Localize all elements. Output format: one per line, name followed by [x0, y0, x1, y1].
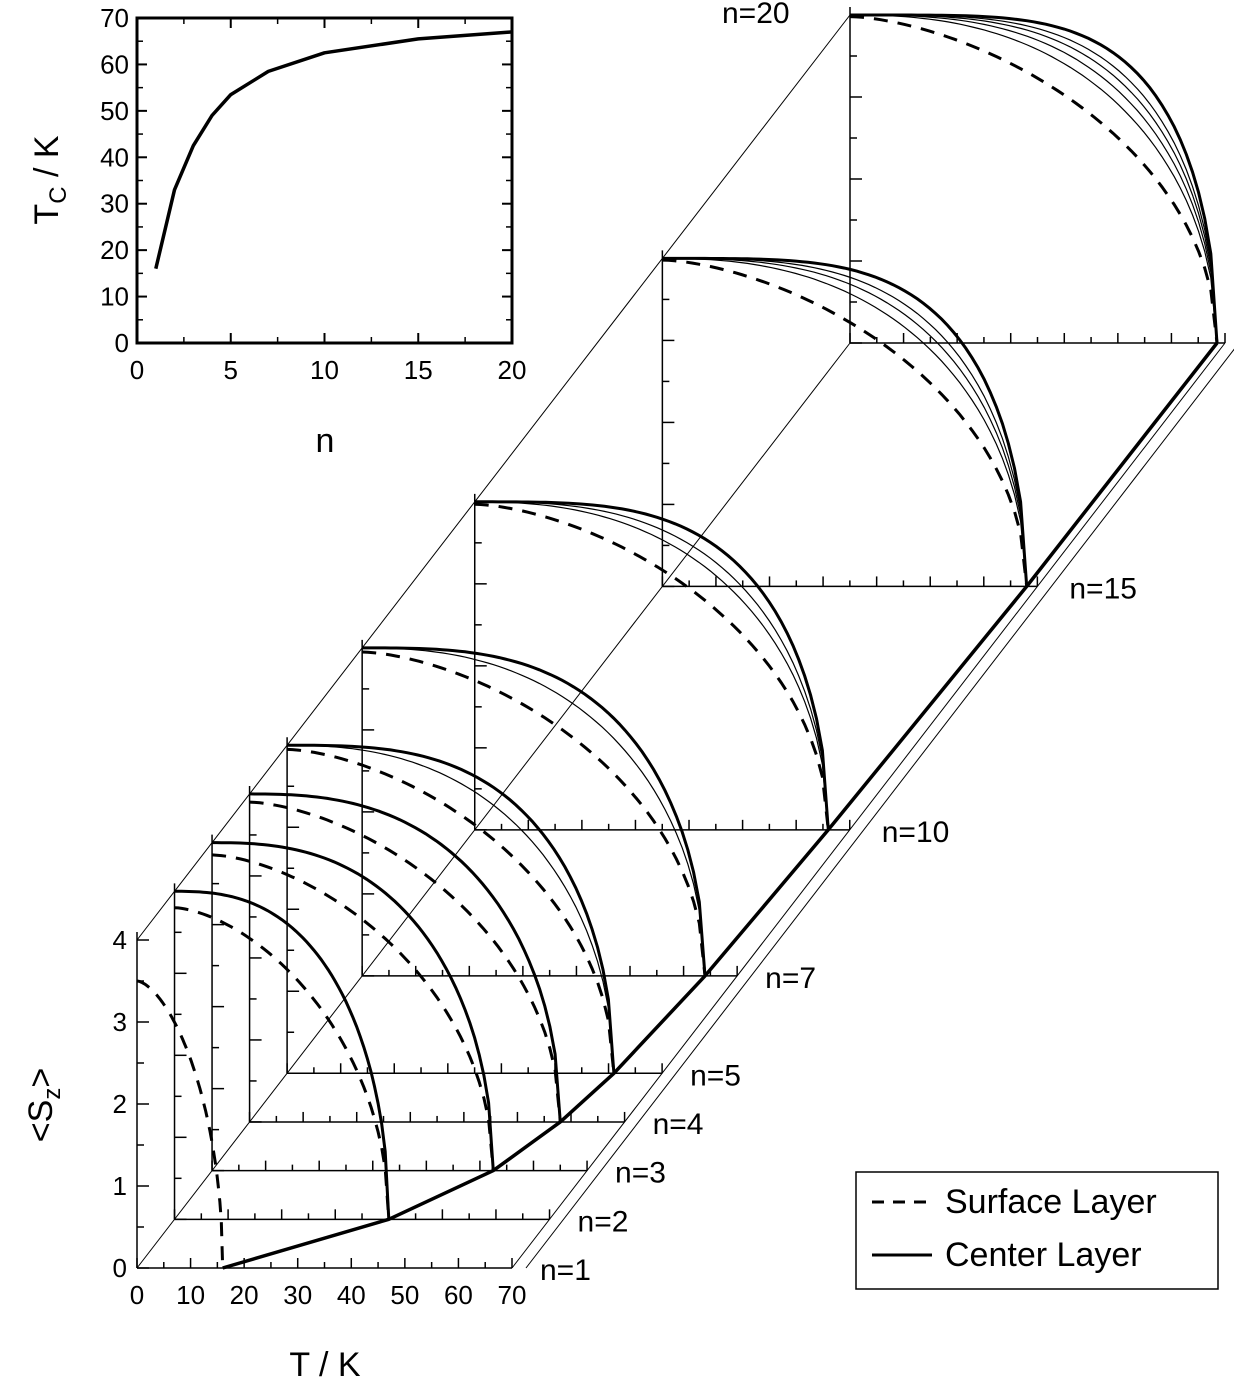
- center-layer-curve: [662, 256, 1029, 587]
- layer-panel-n1: n=1: [136, 932, 591, 1287]
- inset-ytick-label: 40: [100, 142, 129, 172]
- depth-line-right: [511, 342, 1226, 1269]
- surface-layer-curve: [287, 747, 616, 1074]
- layer-inner-curve: [362, 647, 706, 976]
- depth-line-top: [136, 14, 851, 941]
- surface-layer-curve: [362, 650, 707, 977]
- layer-inner-curve: [662, 257, 1028, 587]
- tc-locus-line: [222, 341, 1219, 1270]
- layer-label-n1: n=1: [540, 1254, 591, 1287]
- layer-label-n3: n=3: [615, 1157, 666, 1190]
- inset-ytick-label: 50: [100, 96, 129, 126]
- main-3d-chart: n=20n=15n=10n=7n=5n=4n=3n=2n=10 10 20 30 40 5…: [113, 0, 1234, 1310]
- layer-panel-n15: n=15: [661, 250, 1137, 605]
- main-xtick-label: 20: [230, 1280, 259, 1310]
- main-xlabel: T / K: [289, 1346, 360, 1384]
- layer-panel-n5: n=5: [286, 737, 741, 1092]
- surface-layer-curve: [849, 15, 1219, 344]
- inset-ylabel: TC / K: [28, 135, 72, 224]
- layer-inner-curve: [662, 257, 1028, 587]
- main-ytick-label: 1: [113, 1171, 127, 1201]
- inset-ytick-label: 10: [100, 282, 129, 312]
- center-layer-curve: [212, 841, 495, 1171]
- inset-chart: 0 5 10 15 20 0 10 20 30 40 50 60 70: [100, 3, 526, 385]
- main-xtick-label: 50: [390, 1280, 419, 1310]
- surface-layer-curve: [212, 853, 495, 1171]
- main-ytick-label: 2: [113, 1089, 127, 1119]
- inset-xtick-label: 10: [310, 355, 339, 385]
- surface-layer-curve: [249, 800, 562, 1123]
- inset-ytick-label: 30: [100, 189, 129, 219]
- inset-ytick-label: 70: [100, 3, 129, 33]
- center-layer-curve: [287, 743, 616, 1074]
- layer-label-n20: n=20: [722, 0, 790, 30]
- main-ytick-label: 4: [113, 925, 127, 955]
- inset-tc-line: [154, 30, 513, 270]
- main-xtick-label: 0: [130, 1280, 144, 1310]
- layer-inner-curve: [474, 501, 829, 830]
- layer-label-n4: n=4: [653, 1108, 704, 1141]
- layer-label-n10: n=10: [882, 816, 950, 849]
- inset-xlabel: n: [316, 422, 335, 460]
- layer-inner-curve: [287, 744, 615, 1074]
- main-xtick-label: 10: [176, 1280, 205, 1310]
- layer-label-n5: n=5: [690, 1059, 741, 1092]
- inset-xtick-label: 0: [130, 355, 144, 385]
- layer-label-n2: n=2: [578, 1205, 629, 1238]
- layer-label-n15: n=15: [1069, 572, 1137, 605]
- inset-xtick-label: 5: [224, 355, 238, 385]
- layer-panel-n20: n=20: [722, 0, 1226, 344]
- main-xtick-label: 70: [498, 1280, 527, 1310]
- layer-inner-curve: [850, 14, 1218, 344]
- surface-layer-curve: [136, 979, 225, 1269]
- layer-inner-curve: [850, 14, 1218, 344]
- layer-panel-bg: [850, 15, 1225, 343]
- legend: Surface Layer Center Layer: [855, 1171, 1219, 1290]
- layer-label-n7: n=7: [765, 962, 816, 995]
- legend-box: [855, 1171, 1219, 1290]
- surface-layer-curve: [474, 502, 830, 830]
- inset-frame: [135, 16, 514, 345]
- main-ytick-label: 0: [113, 1253, 127, 1283]
- inset-ytick-label: 60: [100, 49, 129, 79]
- layer-panel-n2: n=2: [173, 883, 629, 1238]
- layer-inner-curve: [662, 257, 1028, 587]
- center-layer-curve: [174, 889, 391, 1220]
- inset-xtick-label: 20: [498, 355, 527, 385]
- layer-panel-n3: n=3: [211, 834, 666, 1190]
- depth-line-right-outer: [525, 348, 1234, 1269]
- layer-panel-n10: n=10: [473, 493, 950, 849]
- inset-xtick-label: 15: [404, 355, 433, 385]
- center-layer-curve: [362, 646, 707, 977]
- main-xtick-label: 30: [283, 1280, 312, 1310]
- center-layer-curve: [474, 500, 830, 830]
- center-layer-curve: [850, 13, 1219, 344]
- layer-panel-n7: n=7: [361, 639, 816, 995]
- surface-layer-curve: [662, 258, 1029, 587]
- legend-surface-label: Surface Layer: [945, 1183, 1157, 1221]
- inset-ytick-label: 20: [100, 235, 129, 265]
- main-ylabel: <Sz>: [22, 1068, 66, 1142]
- layer-inner-curve: [850, 14, 1218, 344]
- inset-ytick-label: 0: [115, 328, 129, 358]
- layer-panel-n4: n=4: [248, 785, 704, 1141]
- legend-center-label: Center Layer: [945, 1236, 1142, 1274]
- center-layer-curve: [249, 792, 562, 1123]
- main-ytick-label: 3: [113, 1007, 127, 1037]
- layer-inner-curve: [850, 14, 1218, 344]
- main-xtick-label: 60: [444, 1280, 473, 1310]
- main-xtick-label: 40: [337, 1280, 366, 1310]
- surface-layer-curve: [174, 906, 391, 1220]
